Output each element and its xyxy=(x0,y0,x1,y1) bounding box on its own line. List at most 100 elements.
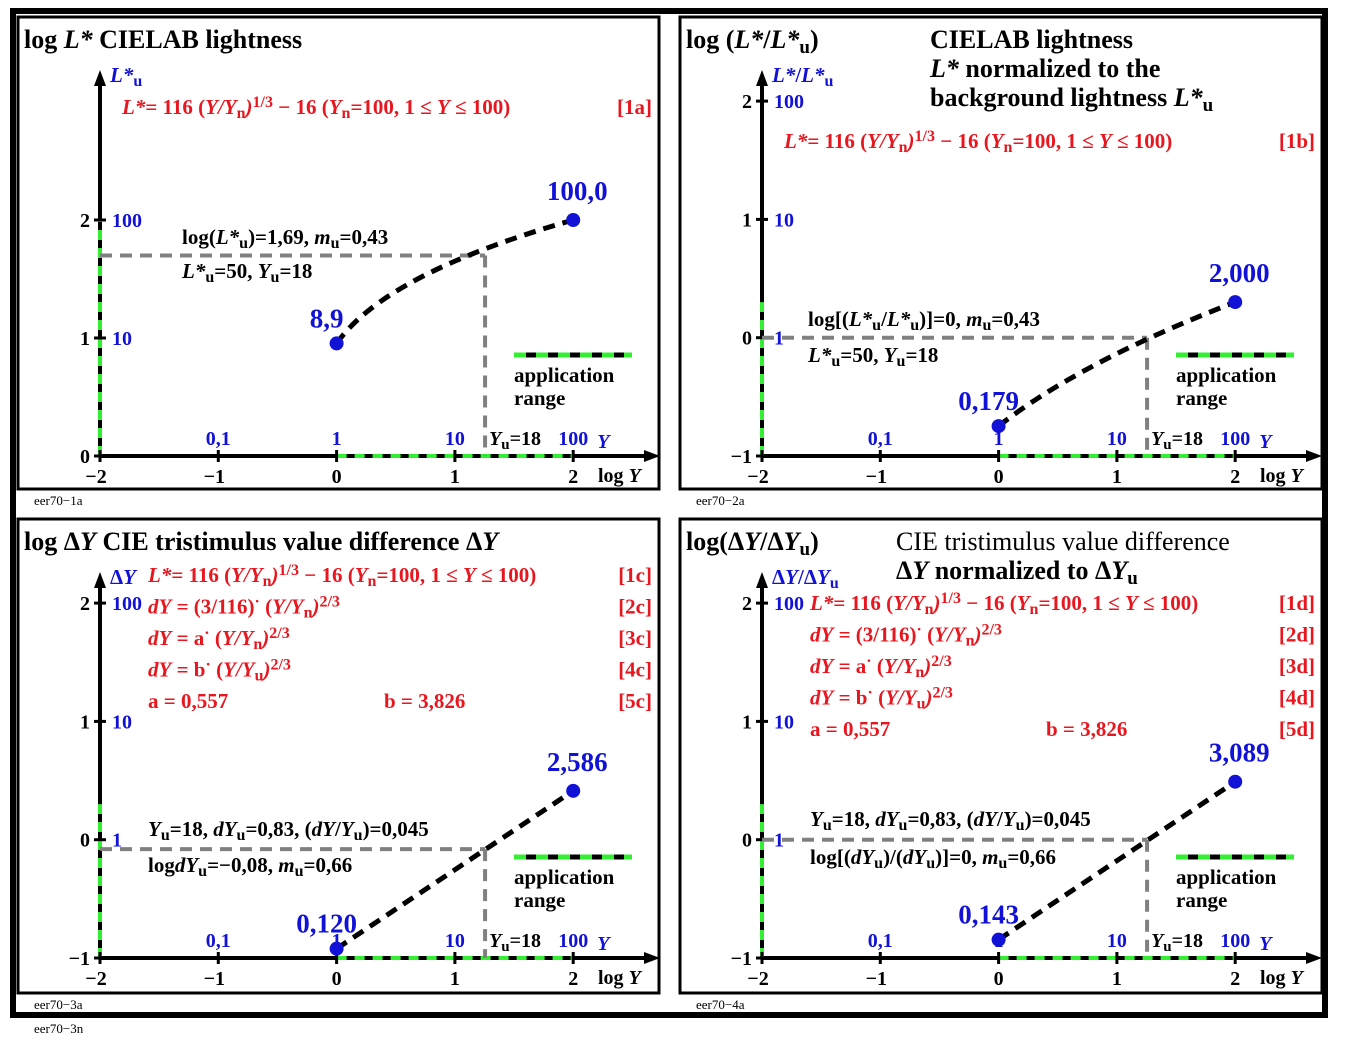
panel-frame xyxy=(16,517,661,995)
series-line xyxy=(335,788,575,951)
y-value-tick-label: 1 xyxy=(994,428,1004,450)
y-tick-label: 0 xyxy=(80,830,90,852)
legend-label-line1: application xyxy=(1176,865,1277,889)
formula-1a: L*= 116 (Y/Yn)1/3 − 16 (Yn=100, 1 ≤ Y ≤ … xyxy=(121,94,510,123)
end-point-label: 2,586 xyxy=(547,747,608,777)
panel-code: eer70−1a xyxy=(34,493,83,508)
x-tick-label: −1 xyxy=(204,466,225,488)
x-tick-label: 0 xyxy=(994,466,1004,488)
panel-title: log L* CIELAB lightness xyxy=(24,25,302,54)
x-tick-label: 2 xyxy=(1230,466,1240,488)
x-tick-label: −2 xyxy=(85,968,106,990)
y-tick-label: 1 xyxy=(742,711,752,733)
y-value-tick-label: 100 xyxy=(558,930,588,952)
y-value-axis-var: Y xyxy=(1259,933,1273,955)
y-tick-label: −1 xyxy=(731,948,752,970)
panel-eer70-1a: eer70−1a log L* CIELAB lightness −2 −1 0 1 2 lo… xyxy=(16,15,661,508)
x-tick-label: 0 xyxy=(994,968,1004,990)
y-tick-label: 2 xyxy=(742,91,752,113)
legend-label-line2: range xyxy=(1176,888,1227,912)
x-tick-label: 2 xyxy=(568,968,578,990)
y-tick-value-label: 1 xyxy=(112,830,122,852)
y-value-tick-label: 0,1 xyxy=(206,930,231,952)
annotation-line: log[(dYu)/(dYu)]=0, mu=0,66 xyxy=(810,845,1056,872)
x-tick-label: −2 xyxy=(85,466,106,488)
y-axis-label: L*/L*u xyxy=(771,63,834,90)
x-axis-label: log Y xyxy=(1260,465,1305,487)
start-point xyxy=(991,419,1006,434)
y-tick-value-label: 10 xyxy=(774,711,794,733)
formula-tag: [1a] xyxy=(617,95,652,119)
y-tick-value-label: 100 xyxy=(774,593,804,615)
formula-1d: L*= 116 (Y/Yn)1/3 − 16 (Yn=100, 1 ≤ Y ≤ … xyxy=(809,590,1198,619)
series-line xyxy=(997,779,1237,942)
x-axis-arrow xyxy=(644,952,660,964)
y-axis-label: L*u xyxy=(109,63,142,90)
formula-tag: [1b] xyxy=(1279,129,1315,153)
x-axis-arrow xyxy=(644,450,660,462)
yu-label: Yu=18 xyxy=(1151,930,1203,955)
legend-label-line1: application xyxy=(514,363,615,387)
y-axis-arrow xyxy=(94,572,106,588)
start-point xyxy=(329,941,344,956)
figure-code: eer70−3n xyxy=(34,1021,84,1036)
y-value-tick-label: 10 xyxy=(1107,428,1127,450)
x-tick-label: −1 xyxy=(204,968,225,990)
panel-frame xyxy=(678,517,1324,995)
x-tick-label: −1 xyxy=(866,466,887,488)
formula-1c: L*= 116 (Y/Yn)1/3 − 16 (Yn=100, 1 ≤ Y ≤ … xyxy=(147,562,536,591)
formula-extra: b = 3,826 xyxy=(384,689,465,713)
formula-tag: [3d] xyxy=(1279,654,1315,678)
y-tick-value-label: 100 xyxy=(112,593,142,615)
y-value-tick-label: 100 xyxy=(1220,428,1250,450)
annotation-line: log[(L*u/L*u)]=0, mu=0,43 xyxy=(808,307,1040,334)
y-value-tick-label: 100 xyxy=(1220,930,1250,952)
panel-heading-line: L* normalized to the xyxy=(929,54,1160,83)
formula-tag: [5c] xyxy=(618,689,652,713)
y-tick-label: 0 xyxy=(742,830,752,852)
formula-tag: [2d] xyxy=(1279,623,1315,647)
end-point-label: 100,0 xyxy=(547,176,608,206)
y-tick-value-label: 10 xyxy=(774,209,794,231)
panel-heading-line: CIE tristimulus value difference xyxy=(896,527,1230,556)
y-tick-label: 1 xyxy=(742,209,752,231)
panel-frame xyxy=(16,15,661,491)
y-tick-label: 0 xyxy=(80,446,90,468)
formula-tag: [2c] xyxy=(618,595,652,619)
y-value-tick-label: 10 xyxy=(445,428,465,450)
y-tick-label: −1 xyxy=(69,948,90,970)
x-axis-label: log Y xyxy=(598,465,643,487)
formula-tag: [5d] xyxy=(1279,717,1315,741)
panel-eer70-3a: eer70−3a log ΔY CIE tristimulus value dif… xyxy=(16,517,661,1012)
formula-extra: b = 3,826 xyxy=(1046,717,1127,741)
formula-3c: dY = a· (Y/Yn)2/3 xyxy=(148,625,290,654)
start-point-label: 0,120 xyxy=(296,909,357,939)
formula-tag: [4d] xyxy=(1279,686,1315,710)
annotation-line: Yu=18, dYu=0,83, (dY/Yu)=0,045 xyxy=(810,807,1091,834)
y-tick-label: 1 xyxy=(80,328,90,350)
x-tick-label: 2 xyxy=(1230,968,1240,990)
y-axis-label: ΔY/ΔYu xyxy=(772,565,839,592)
y-tick-value-label: 10 xyxy=(112,711,132,733)
y-axis-arrow xyxy=(756,572,768,588)
x-tick-label: 1 xyxy=(1112,466,1122,488)
panel-heading-line: ΔY normalized to ΔYu xyxy=(896,556,1138,589)
start-point-label: 0,143 xyxy=(958,900,1019,930)
x-axis-arrow xyxy=(1306,952,1322,964)
y-tick-value-label: 100 xyxy=(112,210,142,232)
x-axis-label: log Y xyxy=(1260,967,1305,989)
y-axis-arrow xyxy=(94,70,106,86)
y-value-axis-var: Y xyxy=(1259,431,1273,453)
panel-code: eer70−4a xyxy=(696,997,745,1012)
y-value-axis-var: Y xyxy=(597,933,611,955)
y-tick-value-label: 100 xyxy=(774,91,804,113)
legend-label-line1: application xyxy=(1176,363,1277,387)
annotation-line: log(L*u)=1,69, mu=0,43 xyxy=(182,225,388,252)
y-value-tick-label: 1 xyxy=(332,428,342,450)
end-point xyxy=(1228,774,1243,789)
y-tick-label: 2 xyxy=(80,210,90,232)
annotation-line: L*u=50, Yu=18 xyxy=(181,259,312,286)
formula-tag: [3c] xyxy=(618,626,652,650)
end-point-label: 3,089 xyxy=(1209,738,1270,768)
